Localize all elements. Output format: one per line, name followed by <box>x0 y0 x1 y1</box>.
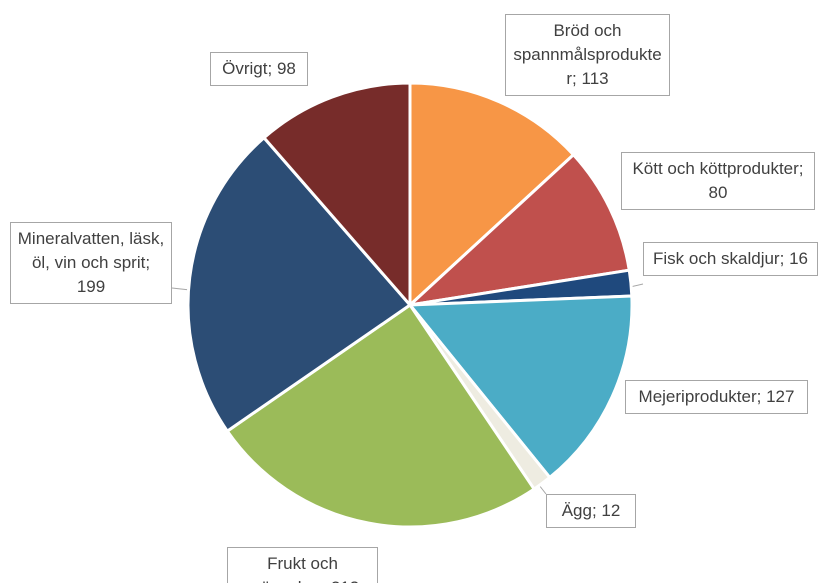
label-category: Bröd och spannmålsprodukter <box>513 21 662 88</box>
data-label: Ägg; 12 <box>546 494 636 528</box>
label-value: 113 <box>581 69 609 88</box>
label-separator: ; <box>572 69 582 88</box>
data-label: Fisk och skaldjur; 16 <box>643 242 818 276</box>
data-label: Övrigt; 98 <box>210 52 308 86</box>
label-category: Mineralvatten, läsk, öl, vin och sprit <box>17 229 165 272</box>
label-value: 127 <box>766 387 795 406</box>
label-separator: ; <box>756 387 767 406</box>
pie-slice <box>225 302 537 529</box>
label-category: Fisk och skaldjur <box>653 249 780 268</box>
label-value: 98 <box>276 59 296 78</box>
pie-slice <box>408 81 576 309</box>
label-separator: ; <box>267 59 277 78</box>
label-value: 12 <box>601 501 621 520</box>
label-category: Ägg <box>561 501 592 520</box>
label-category: Övrigt <box>222 59 268 78</box>
label-value: 16 <box>789 249 808 268</box>
label-separator: ; <box>145 253 151 272</box>
pie-slice <box>261 81 412 309</box>
label-separator: ; <box>798 159 804 178</box>
data-label: Mineralvatten, läsk, öl, vin och sprit; … <box>10 222 172 304</box>
label-separator: ; <box>591 501 602 520</box>
pie-slice <box>186 135 413 434</box>
pie-slice <box>405 152 631 308</box>
data-label: Mejeriprodukter; 127 <box>625 380 808 414</box>
label-category: Mejeriprodukter <box>638 387 757 406</box>
label-category: Frukt och grönsaker <box>246 554 338 583</box>
label-separator: ; <box>779 249 790 268</box>
data-label: Kött och köttprodukter; 80 <box>621 152 815 210</box>
pie-slice <box>406 294 634 480</box>
data-label: Frukt och grönsaker; 213 <box>227 547 378 583</box>
label-value: 213 <box>331 578 359 583</box>
label-value: 80 <box>708 183 728 202</box>
leader-line <box>171 287 191 291</box>
label-category: Kött och köttprodukter <box>632 159 799 178</box>
data-label: Bröd och spannmålsprodukter; 113 <box>505 14 670 96</box>
label-value: 199 <box>76 277 106 296</box>
label-separator: ; <box>321 578 330 583</box>
